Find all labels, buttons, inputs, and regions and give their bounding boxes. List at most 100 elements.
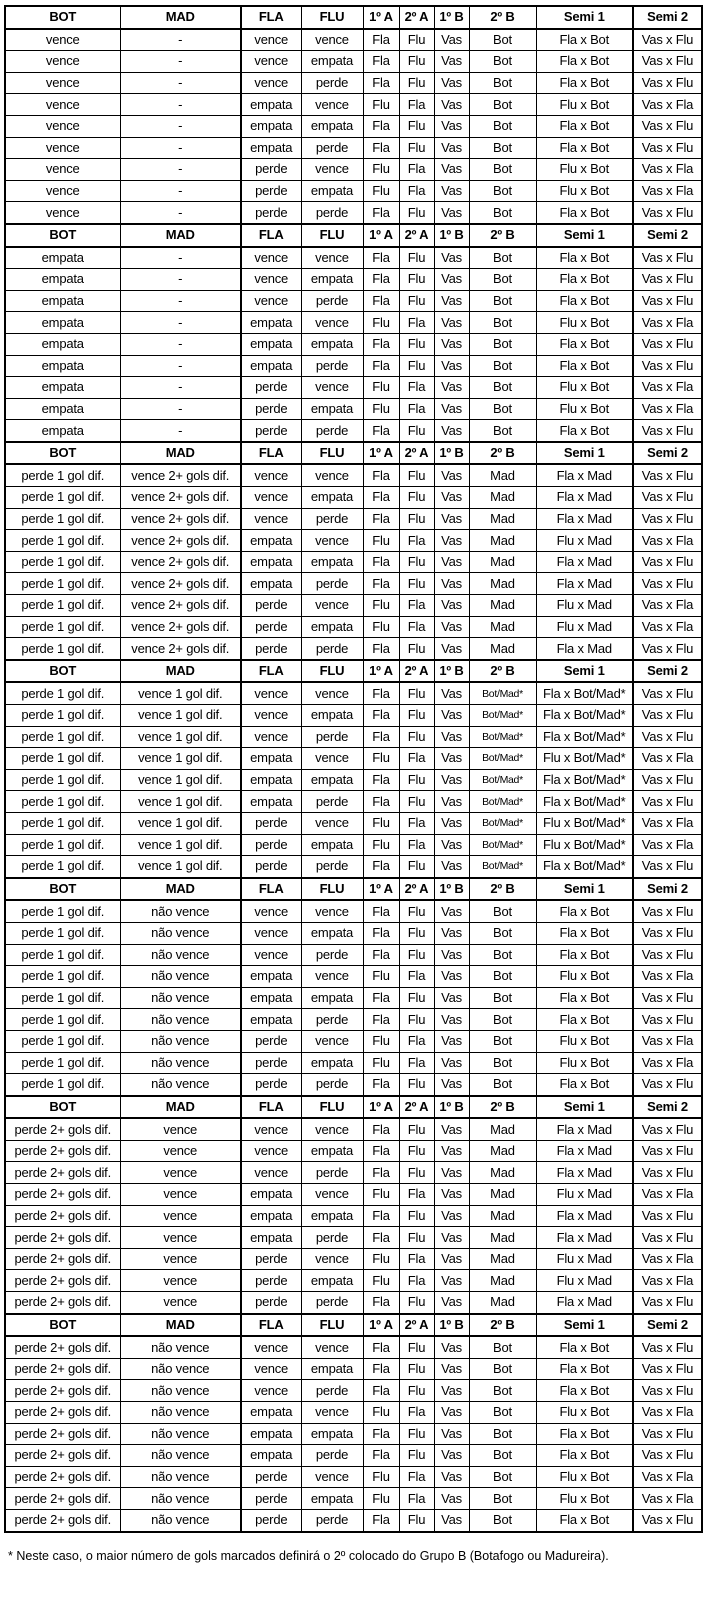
cell-bot: perde 2+ gols dif. [4,1161,121,1185]
cell-first-a: Fla [362,354,400,378]
cell-flu: empata [300,1269,364,1293]
cell-second-b: Bot [468,1008,537,1031]
cell-first-a: Fla [362,1226,400,1249]
cell-mad: - [119,93,242,116]
cell-flu: perde [300,855,364,879]
cell-flu: empata [300,268,364,291]
cell-mad: vence 2+ gols dif. [119,637,242,661]
header-flu: FLU [300,1312,364,1338]
cell-second-a: Flu [398,1444,435,1467]
cell-first-b: Vas [433,1008,470,1031]
cell-bot: perde 1 gol dif. [4,943,121,967]
cell-bot: perde 1 gol dif. [4,594,121,617]
cell-first-a: Fla [362,1291,400,1315]
header-second-a: 2º A [398,876,435,902]
cell-semi-1: Fla x Mad [535,1117,634,1141]
cell-first-a: Fla [362,268,400,291]
cell-flu: vence [300,463,364,488]
cell-semi-1: Fla x Bot [535,1444,634,1467]
cell-semi-2: Vas x Flu [632,1008,703,1031]
cell-first-a: Fla [362,1508,400,1533]
cell-semi-2: Vas x Flu [632,1422,703,1446]
cell-second-b: Bot [468,1073,537,1097]
cell-semi-2: Vas x Flu [632,768,703,792]
cell-second-a: Flu [398,246,435,270]
cell-second-a: Fla [398,747,435,770]
cell-semi-2: Vas x Flu [632,790,703,813]
cell-first-b: Vas [433,594,470,617]
cell-bot: perde 1 gol dif. [4,768,121,792]
cell-mad: não vence [119,1073,242,1097]
cell-semi-1: Fla x Mad [535,1291,634,1315]
cell-flu: empata [300,1139,364,1163]
cell-first-b: Vas [433,71,470,95]
cell-fla: vence [240,1161,302,1185]
cell-flu: perde [300,1508,364,1533]
cell-first-a: Fla [362,419,400,443]
cell-semi-1: Flu x Bot [535,93,634,116]
header-first-a: 1º A [362,876,400,902]
table-row: vence - perde perde Fla Flu Vas Bot Fla x Bot Vas… [4,201,703,225]
cell-semi-2: Vas x Fla [632,397,703,421]
cell-mad: vence 1 gol dif. [119,790,242,813]
header-row: BOT MAD FLA FLU 1º A 2º A 1º B 2º B Semi 1 Semi 2 [4,1094,703,1120]
cell-semi-1: Fla x Bot [535,943,634,967]
cell-bot: perde 1 gol dif. [4,681,121,706]
cell-second-b: Bot [468,1401,537,1424]
cell-second-b: Mad [468,1291,537,1315]
cell-semi-2: Vas x Fla [632,179,703,203]
cell-first-b: Vas [433,419,470,443]
cell-second-a: Flu [398,1422,435,1446]
header-semi-1: Semi 1 [535,440,634,466]
cell-second-a: Flu [398,1161,435,1185]
cell-mad: vence [119,1269,242,1293]
cell-flu: empata [300,114,364,138]
cell-bot: perde 2+ gols dif. [4,1508,121,1533]
cell-first-b: Vas [433,833,470,857]
cell-bot: perde 2+ gols dif. [4,1139,121,1163]
cell-semi-2: Vas x Flu [632,572,703,596]
header-semi-1: Semi 1 [535,658,634,684]
cell-mad: - [119,268,242,291]
cell-semi-1: Fla x Bot/Mad* [535,855,634,879]
header-bot: BOT [4,440,121,466]
cell-first-a: Fla [362,201,400,225]
cell-semi-1: Flu x Mad [535,529,634,552]
cell-bot: perde 2+ gols dif. [4,1247,121,1271]
cell-first-b: Vas [433,50,470,73]
cell-mad: - [119,136,242,160]
cell-first-a: Fla [362,1073,400,1097]
cell-first-b: Vas [433,550,470,574]
cell-fla: perde [240,376,302,399]
cell-flu: vence [300,311,364,334]
cell-fla: perde [240,1073,302,1097]
table-row: perde 1 gol dif. não vence empata empata Fla… [4,986,703,1010]
cell-fla: empata [240,354,302,378]
cell-first-b: Vas [433,114,470,138]
cell-second-a: Flu [398,1073,435,1097]
cell-flu: perde [300,1073,364,1097]
header-first-b: 1º B [433,876,470,902]
cell-first-b: Vas [433,1161,470,1185]
cell-first-b: Vas [433,1117,470,1141]
cell-flu: vence [300,246,364,270]
cell-second-b: Bot [468,179,537,203]
cell-mad: não vence [119,899,242,923]
cell-second-b: Bot/Mad* [468,747,537,770]
cell-semi-1: Flu x Bot [535,1029,634,1053]
cell-flu: vence [300,1183,364,1206]
cell-fla: empata [240,1401,302,1424]
cell-bot: vence [4,158,121,181]
cell-first-b: Vas [433,1444,470,1467]
cell-mad: - [119,50,242,73]
cell-second-b: Bot [468,332,537,356]
cell-second-a: Flu [398,201,435,225]
cell-first-a: Fla [362,246,400,270]
cell-flu: perde [300,1226,364,1249]
cell-first-b: Vas [433,1487,470,1510]
cell-fla: empata [240,965,302,988]
cell-semi-2: Vas x Fla [632,311,703,334]
header-first-b: 1º B [433,1094,470,1120]
cell-semi-2: Vas x Fla [632,376,703,399]
cell-mad: não vence [119,1029,242,1053]
